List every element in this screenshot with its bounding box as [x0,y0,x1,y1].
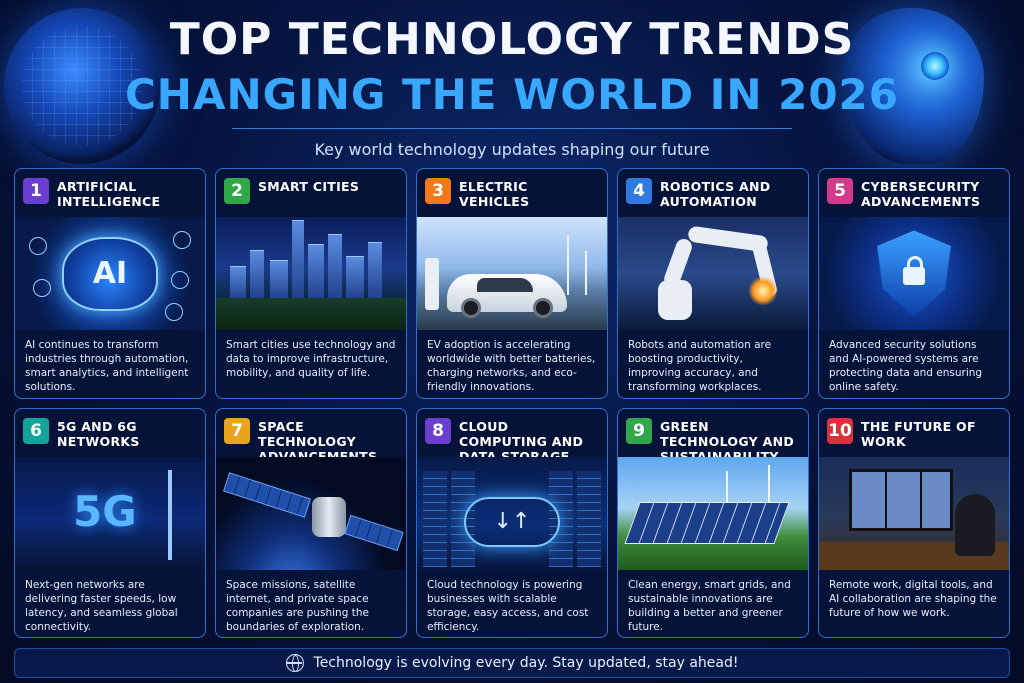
welding-spark [748,276,778,306]
card-number: 8 [425,417,451,444]
remote-work-illustration [819,456,1009,570]
cell-tower-icon [161,469,179,560]
card-title: CYBERSECURITY ADVANCEMENTS [861,179,981,209]
card-number: 4 [626,178,652,204]
building [328,234,342,300]
card-description: Smart cities use technology and data to … [226,339,396,379]
card-number: 9 [626,417,652,444]
card-description: Cloud technology is powering businesses … [427,578,589,633]
chat-icon [173,231,191,249]
brain-icon: AI [62,236,158,311]
satellite-icon [312,496,346,537]
card-description: AI continues to transform industries thr… [25,339,189,393]
card-title: 5G AND 6G NETWORKS [57,418,140,449]
building [308,244,324,300]
wind-turbine [768,464,770,521]
building [270,260,288,300]
cloud-upload-download-icon: ↓↑ [464,496,560,547]
trend-card-green-tech: 9 GREEN TECHNOLOGY AND SUSTAINABILITY Cle… [617,407,809,638]
building [292,220,304,300]
card-title: GREEN TECHNOLOGY AND SUSTAINABILITY [660,418,795,464]
globe-icon [285,654,304,672]
5g-label: 5G [73,486,137,536]
footer-banner: Technology is evolving every day. Stay u… [14,648,1010,678]
card-number: 1 [23,178,49,204]
trend-card-smart-cities: 2 SMART CITIES Smart cities use technolog… [215,168,407,399]
building [250,250,264,300]
ai-head-illustration [844,8,984,164]
card-title: ARTIFICIAL INTELLIGENCE [57,179,161,209]
trend-grid: 1 ARTIFICIAL INTELLIGENCE AI AI continues… [14,168,1010,638]
globe-illustration [4,8,160,164]
building [230,266,246,300]
card-description: Robots and automation are boosting produ… [628,339,772,393]
trend-card-5g-6g: 6 5G AND 6G NETWORKS 5G Next-gen networks… [14,407,206,638]
ai-brain-illustration: AI [15,217,205,330]
user-icon [165,303,183,321]
satellite-illustration [216,456,406,570]
cloud-illustration: ↓↑ [417,456,607,570]
trend-card-electric-vehicles: 3 ELECTRIC VEHICLES EV adoption is accele… [416,168,608,399]
smart-city-illustration [216,217,406,330]
card-description: Space missions, satellite internet, and … [226,578,369,633]
5g-network-illustration: 5G [15,456,205,570]
robot-arm-illustration [618,217,808,330]
card-number: 10 [827,417,853,444]
wind-turbine [585,251,587,295]
robot-arm-segment [661,236,695,290]
card-title: SMART CITIES [258,179,360,194]
card-title: THE FUTURE OF WORK [861,418,976,449]
lock-icon [903,255,925,285]
card-number: 6 [23,417,49,444]
card-description: EV adoption is accelerating worldwide wi… [427,339,596,393]
card-title: ROBOTICS AND AUTOMATION [660,179,771,209]
wind-turbine [726,470,728,521]
chart-icon [33,279,51,297]
person-silhouette [955,493,995,556]
network-icon [29,237,47,255]
solar-panel-left [223,471,311,518]
server-rack [577,470,601,567]
card-title: ELECTRIC VEHICLES [459,179,530,209]
car [447,274,567,318]
card-number: 7 [224,417,250,444]
building [346,256,364,300]
electric-car-illustration [417,217,607,330]
card-description: Remote work, digital tools, and AI colla… [829,578,997,619]
gear-icon [171,271,189,289]
card-description: Advanced security solutions and AI-power… [829,339,983,393]
glowing-eye-icon [921,52,949,80]
card-number: 3 [425,178,451,204]
wind-turbine [567,235,569,295]
card-number: 5 [827,178,853,204]
solar-panel-array [624,501,790,544]
subtitle: Key world technology updates shaping our… [314,140,710,159]
building [368,242,382,300]
security-shield-illustration [819,217,1009,330]
trend-card-ai: 1 ARTIFICIAL INTELLIGENCE AI AI continues… [14,168,206,399]
title-line-1: TOP TECHNOLOGY TRENDS [169,14,855,65]
trend-card-robotics: 4 ROBOTICS AND AUTOMATION Robots and auto… [617,168,809,399]
video-call-screen [849,468,953,531]
card-number: 2 [224,178,250,204]
highway [216,298,406,330]
solar-farm-illustration [618,456,808,570]
trend-card-future-of-work: 10 THE FUTURE OF WORK Remote work, digita… [818,407,1010,638]
footer-text: Technology is evolving every day. Stay u… [313,655,739,671]
solar-panel-right [344,514,404,551]
trend-card-cybersecurity: 5 CYBERSECURITY ADVANCEMENTS Advanced sec… [818,168,1010,399]
charging-station [425,258,439,310]
card-description: Clean energy, smart grids, and sustainab… [628,578,791,633]
card-description: Next-gen networks are delivering faster … [25,578,178,633]
server-rack [423,470,447,567]
title-divider [232,128,792,129]
title-line-2: CHANGING THE WORLD IN 2026 [124,70,899,119]
